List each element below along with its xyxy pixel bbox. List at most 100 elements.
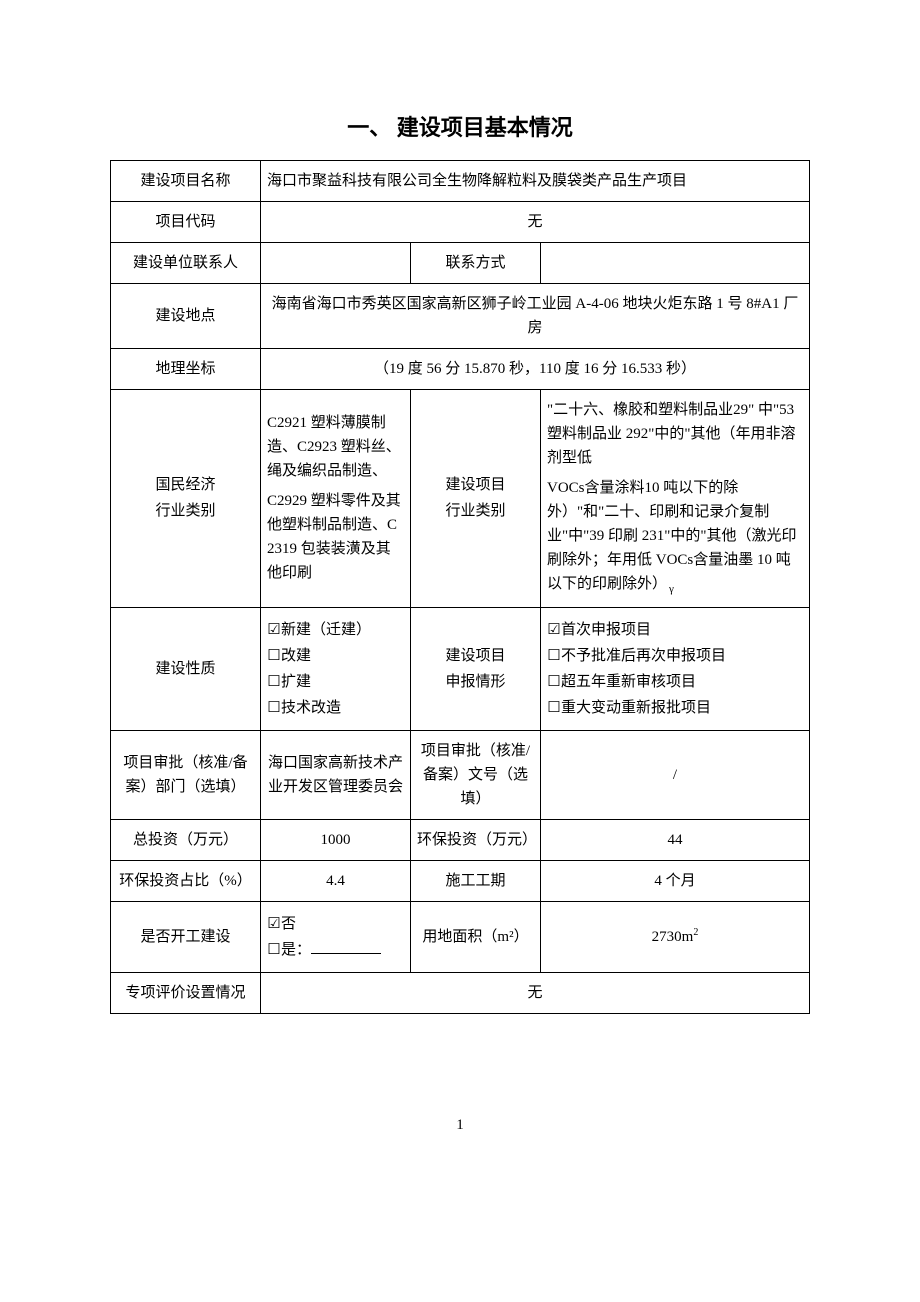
label-industry2-l1: 建设项目: [417, 473, 534, 497]
value-started: ☑否 ☐是：: [261, 901, 411, 972]
land-area-num: 2730m: [652, 929, 694, 945]
checkbox-icon: ☐: [267, 644, 281, 668]
checkbox-icon: ☐: [267, 696, 281, 720]
value-approval-no: /: [541, 730, 810, 819]
label-industry2-l2: 行业类别: [417, 499, 534, 523]
value-industry: C2921 塑料薄膜制造、C2923 塑料丝、绳及编织品制造、 C2929 塑料…: [261, 390, 411, 608]
label-report-type-l1: 建设项目: [417, 644, 534, 668]
label-project-name: 建设项目名称: [111, 161, 261, 202]
started-yes-text: 是：: [281, 942, 311, 958]
value-project-code: 无: [261, 202, 810, 243]
report-opt-3: ☐重大变动重新报批项目: [547, 696, 803, 720]
nature-opt-1: ☐改建: [267, 644, 404, 668]
nature-opt-2-text: 扩建: [281, 674, 311, 690]
label-started: 是否开工建设: [111, 901, 261, 972]
project-info-table: 建设项目名称 海口市聚益科技有限公司全生物降解粒料及膜袋类产品生产项目 项目代码…: [110, 160, 810, 1014]
row-contact: 建设单位联系人 联系方式: [111, 243, 810, 284]
value-env-invest: 44: [541, 819, 810, 860]
document-page: 一、 建设项目基本情况 建设项目名称 海口市聚益科技有限公司全生物降解粒料及膜袋…: [110, 110, 810, 1014]
checkbox-icon: ☑: [267, 912, 281, 936]
report-opt-2-text: 超五年重新审核项目: [561, 674, 696, 690]
value-nature: ☑新建（迁建） ☐改建 ☐扩建 ☐技术改造: [261, 607, 411, 730]
label-industry2: 建设项目 行业类别: [411, 390, 541, 608]
label-nature: 建设性质: [111, 607, 261, 730]
value-report-type: ☑首次申报项目 ☐不予批准后再次申报项目 ☐超五年重新审核项目 ☐重大变动重新报…: [541, 607, 810, 730]
nature-opt-1-text: 改建: [281, 648, 311, 664]
row-industry: 国民经济 行业类别 C2921 塑料薄膜制造、C2923 塑料丝、绳及编织品制造…: [111, 390, 810, 608]
checkbox-icon: ☑: [547, 618, 561, 642]
started-opt-yes: ☐是：: [267, 938, 404, 962]
label-land-area: 用地面积（m²）: [411, 901, 541, 972]
industry-p1: C2921 塑料薄膜制造、C2923 塑料丝、绳及编织品制造、: [267, 411, 404, 483]
label-contact-method: 联系方式: [411, 243, 541, 284]
label-location: 建设地点: [111, 284, 261, 349]
row-approval: 项目审批（核准/备案）部门（选填） 海口国家高新技术产业开发区管理委员会 项目审…: [111, 730, 810, 819]
label-industry-l1: 国民经济: [117, 473, 254, 497]
row-coords: 地理坐标 （19 度 56 分 15.870 秒，110 度 16 分 16.5…: [111, 349, 810, 390]
label-industry: 国民经济 行业类别: [111, 390, 261, 608]
label-approval-dept: 项目审批（核准/备案）部门（选填）: [111, 730, 261, 819]
heading-prefix: 一、: [347, 115, 391, 140]
started-opt-no: ☑否: [267, 912, 404, 936]
value-env-ratio: 4.4: [261, 860, 411, 901]
checkbox-icon: ☐: [267, 938, 281, 962]
value-total-invest: 1000: [261, 819, 411, 860]
label-env-invest: 环保投资（万元）: [411, 819, 541, 860]
label-construction-period: 施工工期: [411, 860, 541, 901]
nature-opt-0: ☑新建（迁建）: [267, 618, 404, 642]
started-yes-blank: [311, 939, 381, 954]
checkbox-icon: ☑: [267, 618, 281, 642]
industry2-p1: "二十六、橡胶和塑料制品业29" 中"53 塑料制品业 292"中的"其他（年用…: [547, 398, 803, 470]
value-location: 海南省海口市秀英区国家高新区狮子岭工业园 A-4-06 地块火炬东路 1 号 8…: [261, 284, 810, 349]
report-opt-3-text: 重大变动重新报批项目: [561, 700, 711, 716]
nature-opt-3: ☐技术改造: [267, 696, 404, 720]
row-project-name: 建设项目名称 海口市聚益科技有限公司全生物降解粒料及膜袋类产品生产项目: [111, 161, 810, 202]
value-approval-dept: 海口国家高新技术产业开发区管理委员会: [261, 730, 411, 819]
label-total-invest: 总投资（万元）: [111, 819, 261, 860]
label-project-code: 项目代码: [111, 202, 261, 243]
report-opt-0: ☑首次申报项目: [547, 618, 803, 642]
label-env-ratio: 环保投资占比（%）: [111, 860, 261, 901]
industry2-gamma: γ: [669, 583, 674, 595]
value-project-name: 海口市聚益科技有限公司全生物降解粒料及膜袋类产品生产项目: [261, 161, 810, 202]
label-contact-person: 建设单位联系人: [111, 243, 261, 284]
row-special: 专项评价设置情况 无: [111, 972, 810, 1013]
row-started: 是否开工建设 ☑否 ☐是： 用地面积（m²） 2730m2: [111, 901, 810, 972]
nature-opt-3-text: 技术改造: [281, 700, 341, 716]
report-opt-2: ☐超五年重新审核项目: [547, 670, 803, 694]
industry-p2: C2929 塑料零件及其他塑料制品制造、C2319 包装装潢及其他印刷: [267, 489, 404, 585]
industry2-p2: VOCs含量涂料10 吨以下的除外）"和"二十、印刷和记录介复制业"中"39 印…: [547, 476, 803, 599]
nature-opt-0-text: 新建（迁建）: [281, 622, 371, 638]
row-ratio: 环保投资占比（%） 4.4 施工工期 4 个月: [111, 860, 810, 901]
value-construction-period: 4 个月: [541, 860, 810, 901]
label-report-type-l2: 申报情形: [417, 670, 534, 694]
value-contact-person: [261, 243, 411, 284]
report-opt-1-text: 不予批准后再次申报项目: [561, 648, 726, 664]
started-no-text: 否: [281, 916, 296, 932]
report-opt-0-text: 首次申报项目: [561, 622, 651, 638]
heading-title: 建设项目基本情况: [397, 115, 573, 140]
checkbox-icon: ☐: [547, 644, 561, 668]
label-special-eval: 专项评价设置情况: [111, 972, 261, 1013]
nature-opt-2: ☐扩建: [267, 670, 404, 694]
label-report-type: 建设项目 申报情形: [411, 607, 541, 730]
row-location: 建设地点 海南省海口市秀英区国家高新区狮子岭工业园 A-4-06 地块火炬东路 …: [111, 284, 810, 349]
checkbox-icon: ☐: [547, 670, 561, 694]
value-land-area: 2730m2: [541, 901, 810, 972]
row-nature: 建设性质 ☑新建（迁建） ☐改建 ☐扩建 ☐技术改造 建设项目 申报情形 ☑首次…: [111, 607, 810, 730]
value-special-eval: 无: [261, 972, 810, 1013]
page-heading: 一、 建设项目基本情况: [110, 110, 810, 142]
row-invest: 总投资（万元） 1000 环保投资（万元） 44: [111, 819, 810, 860]
page-number: 1: [110, 1117, 810, 1134]
label-industry-l2: 行业类别: [117, 499, 254, 523]
label-coords: 地理坐标: [111, 349, 261, 390]
industry2-p2-text: VOCs含量涂料10 吨以下的除外）"和"二十、印刷和记录介复制业"中"39 印…: [547, 480, 797, 592]
value-contact-method: [541, 243, 810, 284]
land-area-sup: 2: [693, 927, 698, 938]
report-opt-1: ☐不予批准后再次申报项目: [547, 644, 803, 668]
value-industry2: "二十六、橡胶和塑料制品业29" 中"53 塑料制品业 292"中的"其他（年用…: [541, 390, 810, 608]
checkbox-icon: ☐: [267, 670, 281, 694]
checkbox-icon: ☐: [547, 696, 561, 720]
label-approval-no: 项目审批（核准/备案）文号（选填）: [411, 730, 541, 819]
row-project-code: 项目代码 无: [111, 202, 810, 243]
